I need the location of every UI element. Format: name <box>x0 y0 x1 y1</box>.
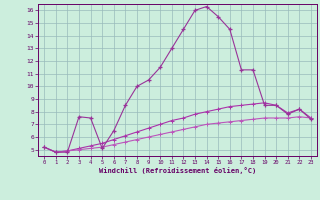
X-axis label: Windchill (Refroidissement éolien,°C): Windchill (Refroidissement éolien,°C) <box>99 167 256 174</box>
